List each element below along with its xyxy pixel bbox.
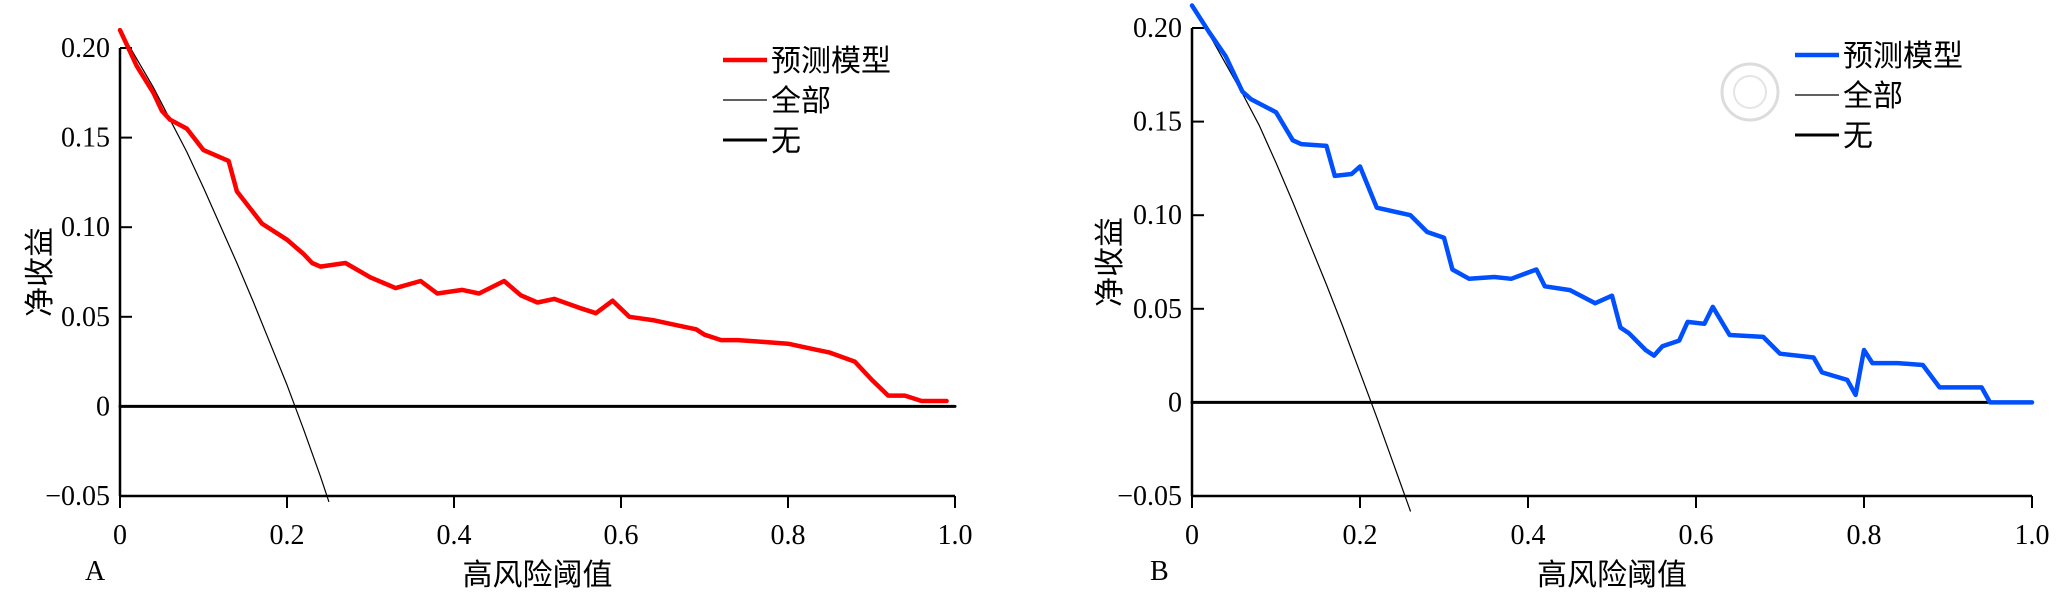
x-tick-label: 0.2 xyxy=(270,520,305,551)
x-tick-label: 0.2 xyxy=(1343,520,1378,551)
x-tick-label: 0 xyxy=(113,520,127,551)
y-tick-label: 0.05 xyxy=(61,302,110,333)
series-line-model xyxy=(1189,3,2035,405)
x-axis-title: 高风险阈值 xyxy=(463,558,613,593)
x-tick-label: 0.6 xyxy=(604,520,639,551)
x-tick-label: 0.6 xyxy=(1679,520,1714,551)
panel-label: B xyxy=(1150,556,1169,587)
y-tick-label: 0.20 xyxy=(61,33,110,64)
x-tick-label: 0.4 xyxy=(1511,520,1546,551)
legend-label: 预测模型 xyxy=(771,44,891,79)
series-line-model xyxy=(117,27,949,404)
y-tick-label: 0.10 xyxy=(61,212,110,243)
x-axis-title: 高风险阈值 xyxy=(1537,558,1687,593)
y-tick-label: −0.05 xyxy=(45,481,110,512)
watermark xyxy=(1720,62,1780,122)
x-tick-label: 0.4 xyxy=(437,520,472,551)
x-tick-label: 1.0 xyxy=(2015,520,2050,551)
y-tick-label: 0.15 xyxy=(1133,107,1182,138)
y-tick-label: 0 xyxy=(1168,387,1182,418)
x-tick-label: 1.0 xyxy=(938,520,973,551)
y-tick-label: 0.15 xyxy=(61,123,110,154)
y-tick-label: 0.10 xyxy=(1133,200,1182,231)
x-tick-label: 0 xyxy=(1185,520,1199,551)
legend-label: 全部 xyxy=(1843,79,1903,114)
y-tick-label: 0.20 xyxy=(1133,13,1182,44)
y-tick-label: 0.05 xyxy=(1133,294,1182,325)
series-line-all xyxy=(119,29,330,502)
y-axis-title: 净收益 xyxy=(1093,217,1128,307)
x-tick-label: 0.8 xyxy=(1847,520,1882,551)
legend-label: 无 xyxy=(771,124,801,159)
series-line-all xyxy=(1191,4,1412,512)
watermark-seal-icon xyxy=(1720,62,1780,122)
y-axis-title: 净收益 xyxy=(23,227,58,317)
legend-label: 无 xyxy=(1843,119,1873,154)
legend-label: 预测模型 xyxy=(1843,39,1963,74)
panel-label: A xyxy=(85,556,106,587)
y-tick-label: 0 xyxy=(96,391,110,422)
y-tick-label: −0.05 xyxy=(1117,481,1182,512)
legend-label: 全部 xyxy=(771,84,831,119)
x-tick-label: 0.8 xyxy=(771,520,806,551)
watermark-seal-inner-icon xyxy=(1733,75,1767,109)
